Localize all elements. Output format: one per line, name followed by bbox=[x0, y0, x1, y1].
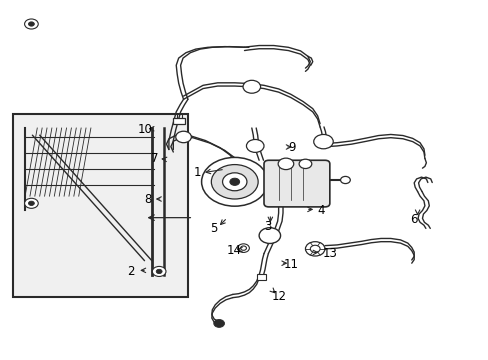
Circle shape bbox=[278, 158, 293, 170]
Text: 6: 6 bbox=[409, 213, 417, 226]
Circle shape bbox=[237, 244, 249, 252]
Text: 5: 5 bbox=[210, 222, 217, 235]
Text: 1: 1 bbox=[193, 166, 201, 179]
Text: 2: 2 bbox=[127, 265, 135, 278]
Circle shape bbox=[243, 80, 260, 93]
Circle shape bbox=[246, 139, 264, 152]
Circle shape bbox=[305, 242, 325, 256]
Text: 14: 14 bbox=[226, 244, 241, 257]
Text: 9: 9 bbox=[288, 141, 295, 154]
Circle shape bbox=[152, 266, 165, 276]
Text: 13: 13 bbox=[322, 247, 337, 260]
Bar bbox=[172, 118, 184, 125]
Text: 10: 10 bbox=[137, 123, 152, 136]
Circle shape bbox=[211, 165, 258, 199]
Circle shape bbox=[259, 228, 280, 243]
Circle shape bbox=[222, 173, 246, 191]
Circle shape bbox=[175, 131, 191, 143]
Circle shape bbox=[229, 178, 239, 185]
Circle shape bbox=[156, 269, 162, 274]
Text: 8: 8 bbox=[144, 193, 152, 206]
Text: 3: 3 bbox=[264, 220, 271, 233]
Circle shape bbox=[313, 134, 332, 149]
Circle shape bbox=[340, 176, 349, 184]
Text: 4: 4 bbox=[317, 204, 325, 217]
Circle shape bbox=[213, 319, 224, 327]
FancyBboxPatch shape bbox=[264, 160, 329, 207]
Text: 12: 12 bbox=[271, 290, 286, 303]
Circle shape bbox=[310, 245, 320, 252]
Bar bbox=[13, 114, 188, 297]
Circle shape bbox=[28, 201, 34, 206]
Circle shape bbox=[240, 246, 246, 250]
Circle shape bbox=[24, 198, 38, 208]
Circle shape bbox=[24, 19, 38, 29]
Circle shape bbox=[28, 22, 34, 26]
Circle shape bbox=[299, 159, 311, 168]
Bar bbox=[256, 274, 266, 280]
Text: 11: 11 bbox=[283, 258, 298, 271]
Circle shape bbox=[201, 157, 267, 206]
Text: 7: 7 bbox=[151, 152, 158, 165]
